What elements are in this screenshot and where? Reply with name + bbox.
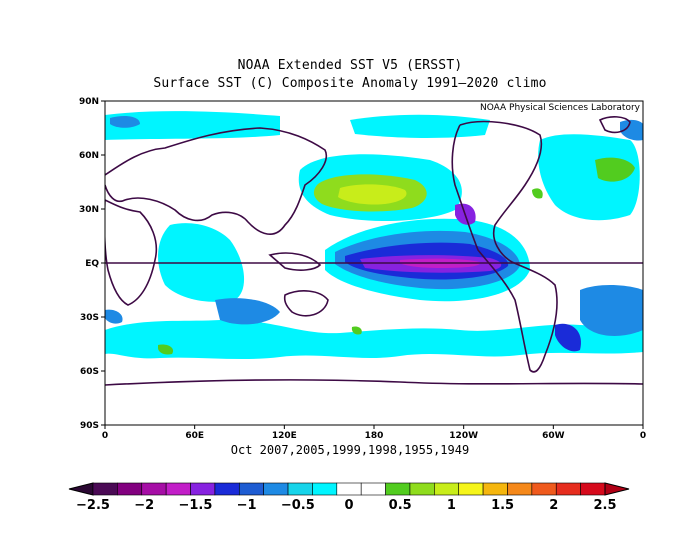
- colorbar-swatch: [458, 482, 484, 496]
- colorbar-swatch: [482, 482, 508, 496]
- credit-label: NOAA Physical Sciences Laboratory: [480, 103, 641, 113]
- lat-tick-label: 90S: [80, 421, 99, 431]
- colorbar-label: −2: [134, 498, 154, 513]
- colorbar-swatch: [360, 482, 386, 496]
- map-title: NOAA Extended SST V5 (ERSST): [237, 58, 463, 73]
- lon-tick-label: 60E: [185, 431, 204, 441]
- colorbar-swatch: [531, 482, 557, 496]
- lat-tick-label: EQ: [85, 259, 99, 269]
- composite-years-caption: Oct 2007,2005,1999,1998,1955,1949: [230, 443, 470, 457]
- colorbar-swatch: [336, 482, 362, 496]
- colorbar-swatch: [263, 482, 289, 496]
- lat-tick-label: 60N: [79, 151, 99, 161]
- colorbar-label: 1.5: [491, 498, 514, 513]
- colorbar-swatch: [238, 482, 264, 496]
- colorbar-min-arrow: [68, 482, 94, 496]
- lon-tick-label: 60W: [542, 431, 565, 441]
- colorbar-swatch: [141, 482, 167, 496]
- colorbar-swatch: [385, 482, 411, 496]
- colorbar-swatch: [214, 482, 240, 496]
- anomaly-fields: [105, 111, 643, 360]
- colorbar: −2.5 −2 −1.5 −1 −0.5 0 0.5 1 1.5 2 2.5: [68, 482, 630, 513]
- colorbar-swatch: [409, 482, 435, 496]
- lat-tick-label: 30S: [80, 313, 99, 323]
- colorbar-swatch: [434, 482, 460, 496]
- colorbar-swatch: [117, 482, 143, 496]
- lon-tick-label: 120E: [272, 431, 297, 441]
- colorbar-max-arrow: [604, 482, 630, 496]
- colorbar-label: −0.5: [281, 498, 315, 513]
- colorbar-swatch: [312, 482, 338, 496]
- colorbar-swatch: [190, 482, 216, 496]
- lon-tick-label: 0: [640, 431, 646, 441]
- colorbar-label: 0: [344, 498, 353, 513]
- lat-tick-label: 60S: [80, 367, 99, 377]
- colorbar-label: −2.5: [76, 498, 110, 513]
- lon-tick-label: 180: [365, 431, 384, 441]
- colorbar-label: −1.5: [178, 498, 212, 513]
- lon-tick-label: 0: [102, 431, 108, 441]
- lat-tick-label: 90N: [79, 97, 99, 107]
- colorbar-swatch: [92, 482, 118, 496]
- colorbar-swatch: [580, 482, 606, 496]
- colorbar-swatch: [287, 482, 313, 496]
- colorbar-label: 0.5: [389, 498, 412, 513]
- latitude-axis: 90N 60N 30N EQ 30S 60S 90S: [79, 97, 105, 431]
- colorbar-label: 1: [447, 498, 456, 513]
- colorbar-swatch: [555, 482, 581, 496]
- colorbar-swatch: [507, 482, 533, 496]
- map-subtitle: Surface SST (C) Composite Anomaly 1991–2…: [153, 76, 547, 91]
- coastlines: [105, 116, 643, 386]
- colorbar-swatch: [165, 482, 191, 496]
- longitude-axis: 0 60E 120E 180 120W 60W 0: [102, 425, 646, 441]
- lon-tick-label: 120W: [449, 431, 478, 441]
- colorbar-label: 2: [549, 498, 558, 513]
- lat-tick-label: 30N: [79, 205, 99, 215]
- colorbar-label: −1: [237, 498, 257, 513]
- colorbar-label: 2.5: [593, 498, 616, 513]
